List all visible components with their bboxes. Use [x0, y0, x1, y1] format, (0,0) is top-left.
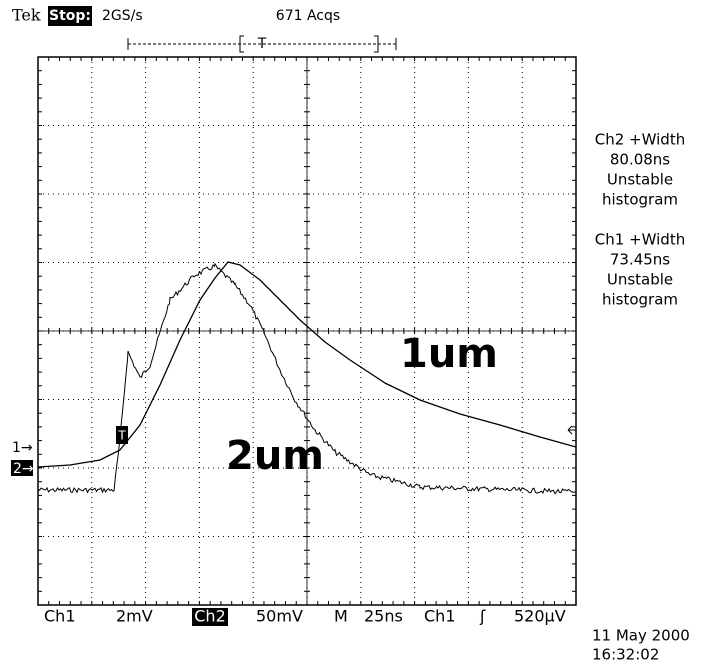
meas-value: 80.08ns [610, 151, 670, 169]
trig-source: Ch1 [424, 607, 456, 626]
meas-name: Ch1 +Width [595, 231, 685, 249]
ch1-marker: 1→ [12, 440, 33, 456]
record-bar [127, 35, 397, 53]
meas-mode: histogram [602, 291, 678, 309]
label-1um: 1um [400, 331, 498, 377]
ch1-scale: 2mV [116, 607, 153, 626]
meas-state: Unstable [607, 271, 673, 289]
ch1-label: Ch1 [44, 607, 76, 626]
trig-slope: ʃ [479, 607, 486, 626]
record-trigger: T [257, 36, 267, 52]
ch2-marker: 2→ [13, 461, 34, 477]
label-2um: 2um [226, 433, 324, 479]
brand: Tek [12, 6, 41, 25]
meas-mode: histogram [602, 191, 678, 209]
status: Stop: [49, 8, 91, 24]
trig-level: 520µV [514, 607, 566, 626]
ch2-marker-box [11, 460, 33, 476]
acquisitions: 671 Acqs [276, 8, 340, 24]
trigger-marker: T [117, 429, 126, 443]
ch2-waveform [37, 262, 577, 495]
meas-name: Ch2 +Width [595, 131, 685, 149]
time: 16:32:02 [592, 646, 659, 664]
time-scale: 25ns [364, 607, 403, 626]
sample-rate: 2GS/s [102, 8, 143, 24]
ch1-waveform [37, 261, 577, 468]
graticule [37, 56, 577, 606]
time-label: M [334, 607, 348, 626]
trigger-box [116, 426, 128, 444]
meas-value: 73.45ns [610, 251, 670, 269]
level-arrow [567, 425, 576, 435]
status-box [48, 6, 92, 26]
ch2-scale: 50mV [256, 607, 303, 626]
meas-state: Unstable [607, 171, 673, 189]
date: 11 May 2000 [592, 627, 690, 645]
ch2-label: Ch2 [194, 607, 226, 626]
ch2-label-box [192, 608, 228, 626]
